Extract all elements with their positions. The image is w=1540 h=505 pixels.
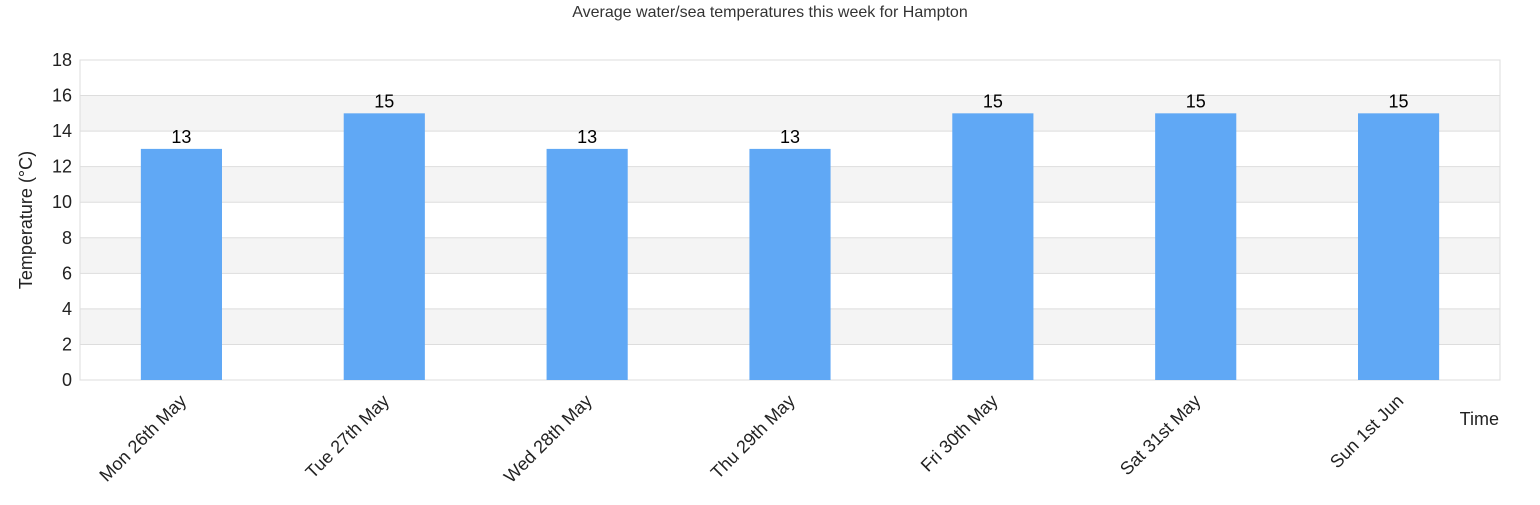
y-tick-label: 8 [62,228,72,248]
bar [140,148,222,380]
chart-title: Average water/sea temperatures this week… [572,4,967,21]
bar-value-label: 13 [780,127,800,147]
x-axis-ticks: Mon 26th May Tue 27th May Wed 28th May Thu … [95,391,1407,487]
x-tick-label: Sat 31st May [1116,391,1204,479]
bar [546,148,628,380]
y-tick-label: 6 [62,263,72,283]
bar-value-label: 13 [171,127,191,147]
y-axis-title: Temperature (°C) [16,151,36,289]
bar-value-label: 15 [1186,91,1206,111]
y-tick-label: 0 [62,370,72,390]
bar-value-label: 15 [1389,91,1409,111]
y-tick-label: 2 [62,334,72,354]
bar-value-label: 15 [374,91,394,111]
y-tick-label: 4 [62,299,72,319]
x-axis-title: Time [1460,409,1499,429]
plot-band [80,95,1500,132]
x-tick-label: Fri 30th May [917,391,1002,476]
y-tick-label: 16 [52,86,72,106]
x-tick-label: Tue 27th May [302,391,393,482]
bar [749,148,831,380]
x-tick-label: Wed 28th May [500,391,596,487]
x-tick-label: Thu 29th May [707,391,799,483]
y-tick-label: 10 [52,192,72,212]
x-tick-label: Mon 26th May [95,391,190,486]
bar [952,113,1034,380]
y-tick-label: 12 [52,157,72,177]
y-tick-label: 14 [52,121,72,141]
bar-value-label: 13 [577,127,597,147]
bar [1358,113,1440,380]
bar [1155,113,1237,380]
bar-value-label: 15 [983,91,1003,111]
bars [140,113,1440,380]
bar [343,113,425,380]
y-tick-label: 18 [52,50,72,70]
data-labels: 13 15 13 13 15 15 15 [171,91,1408,147]
x-tick-label: Sun 1st Jun [1326,391,1407,472]
y-axis-ticks: 0 2 4 6 8 10 12 14 16 18 [52,50,72,390]
